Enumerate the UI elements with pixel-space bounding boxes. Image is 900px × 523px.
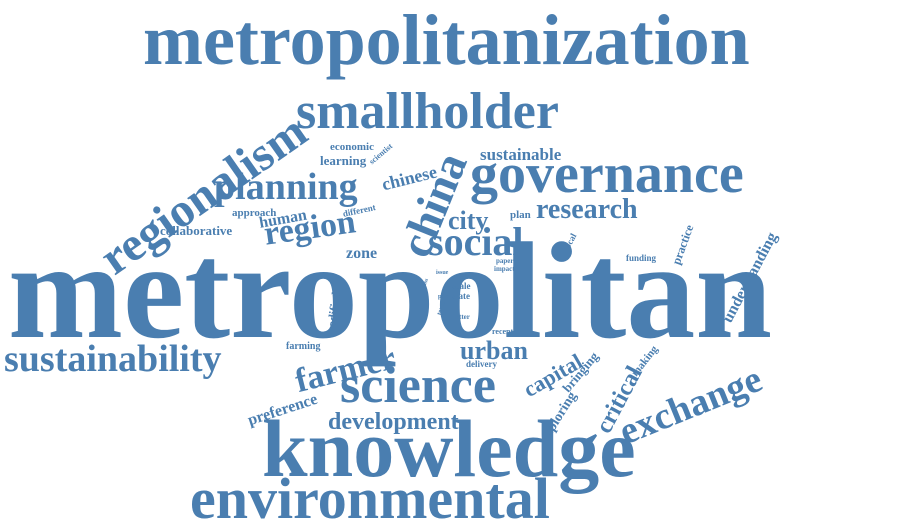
word-economic: economic — [330, 141, 374, 153]
word-planning: planning — [214, 166, 358, 208]
word-funding: funding — [626, 253, 657, 263]
word-learning: learning — [320, 153, 367, 168]
word-city: city — [448, 206, 489, 235]
word-plan: plan — [510, 209, 531, 221]
word-pose: pose — [438, 294, 450, 300]
word-impact: impact — [494, 265, 515, 273]
word-issue: issue — [436, 270, 449, 276]
word-development: development — [328, 409, 459, 435]
word-approach: approach — [232, 207, 277, 219]
word-science: science — [340, 357, 496, 414]
word-state: state — [452, 291, 470, 301]
word-scale: scale — [452, 281, 471, 291]
word-collaborative: collaborative — [160, 223, 233, 238]
word-urban: urban — [460, 336, 528, 365]
word-better: better — [452, 313, 470, 321]
word-smallholder: smallholder — [296, 83, 559, 140]
word-social: social — [428, 219, 524, 264]
word-sustainable: sustainable — [480, 145, 562, 164]
word-zone: zone — [346, 245, 378, 262]
word-farming: farming — [286, 341, 321, 352]
word-paper: paper — [496, 257, 514, 265]
word-metropolitanization: metropolitanization — [143, 0, 750, 80]
word-environmental: environmental — [190, 466, 550, 523]
word-knowledge: knowledge — [262, 403, 636, 494]
word-metropolitan: metropolitan — [8, 214, 773, 367]
word-sustainability: sustainability — [4, 338, 222, 380]
word-governance: governance — [470, 143, 744, 205]
word-recent: recent — [492, 327, 514, 336]
word-research: research — [536, 194, 638, 225]
word-delivery: delivery — [466, 359, 497, 369]
